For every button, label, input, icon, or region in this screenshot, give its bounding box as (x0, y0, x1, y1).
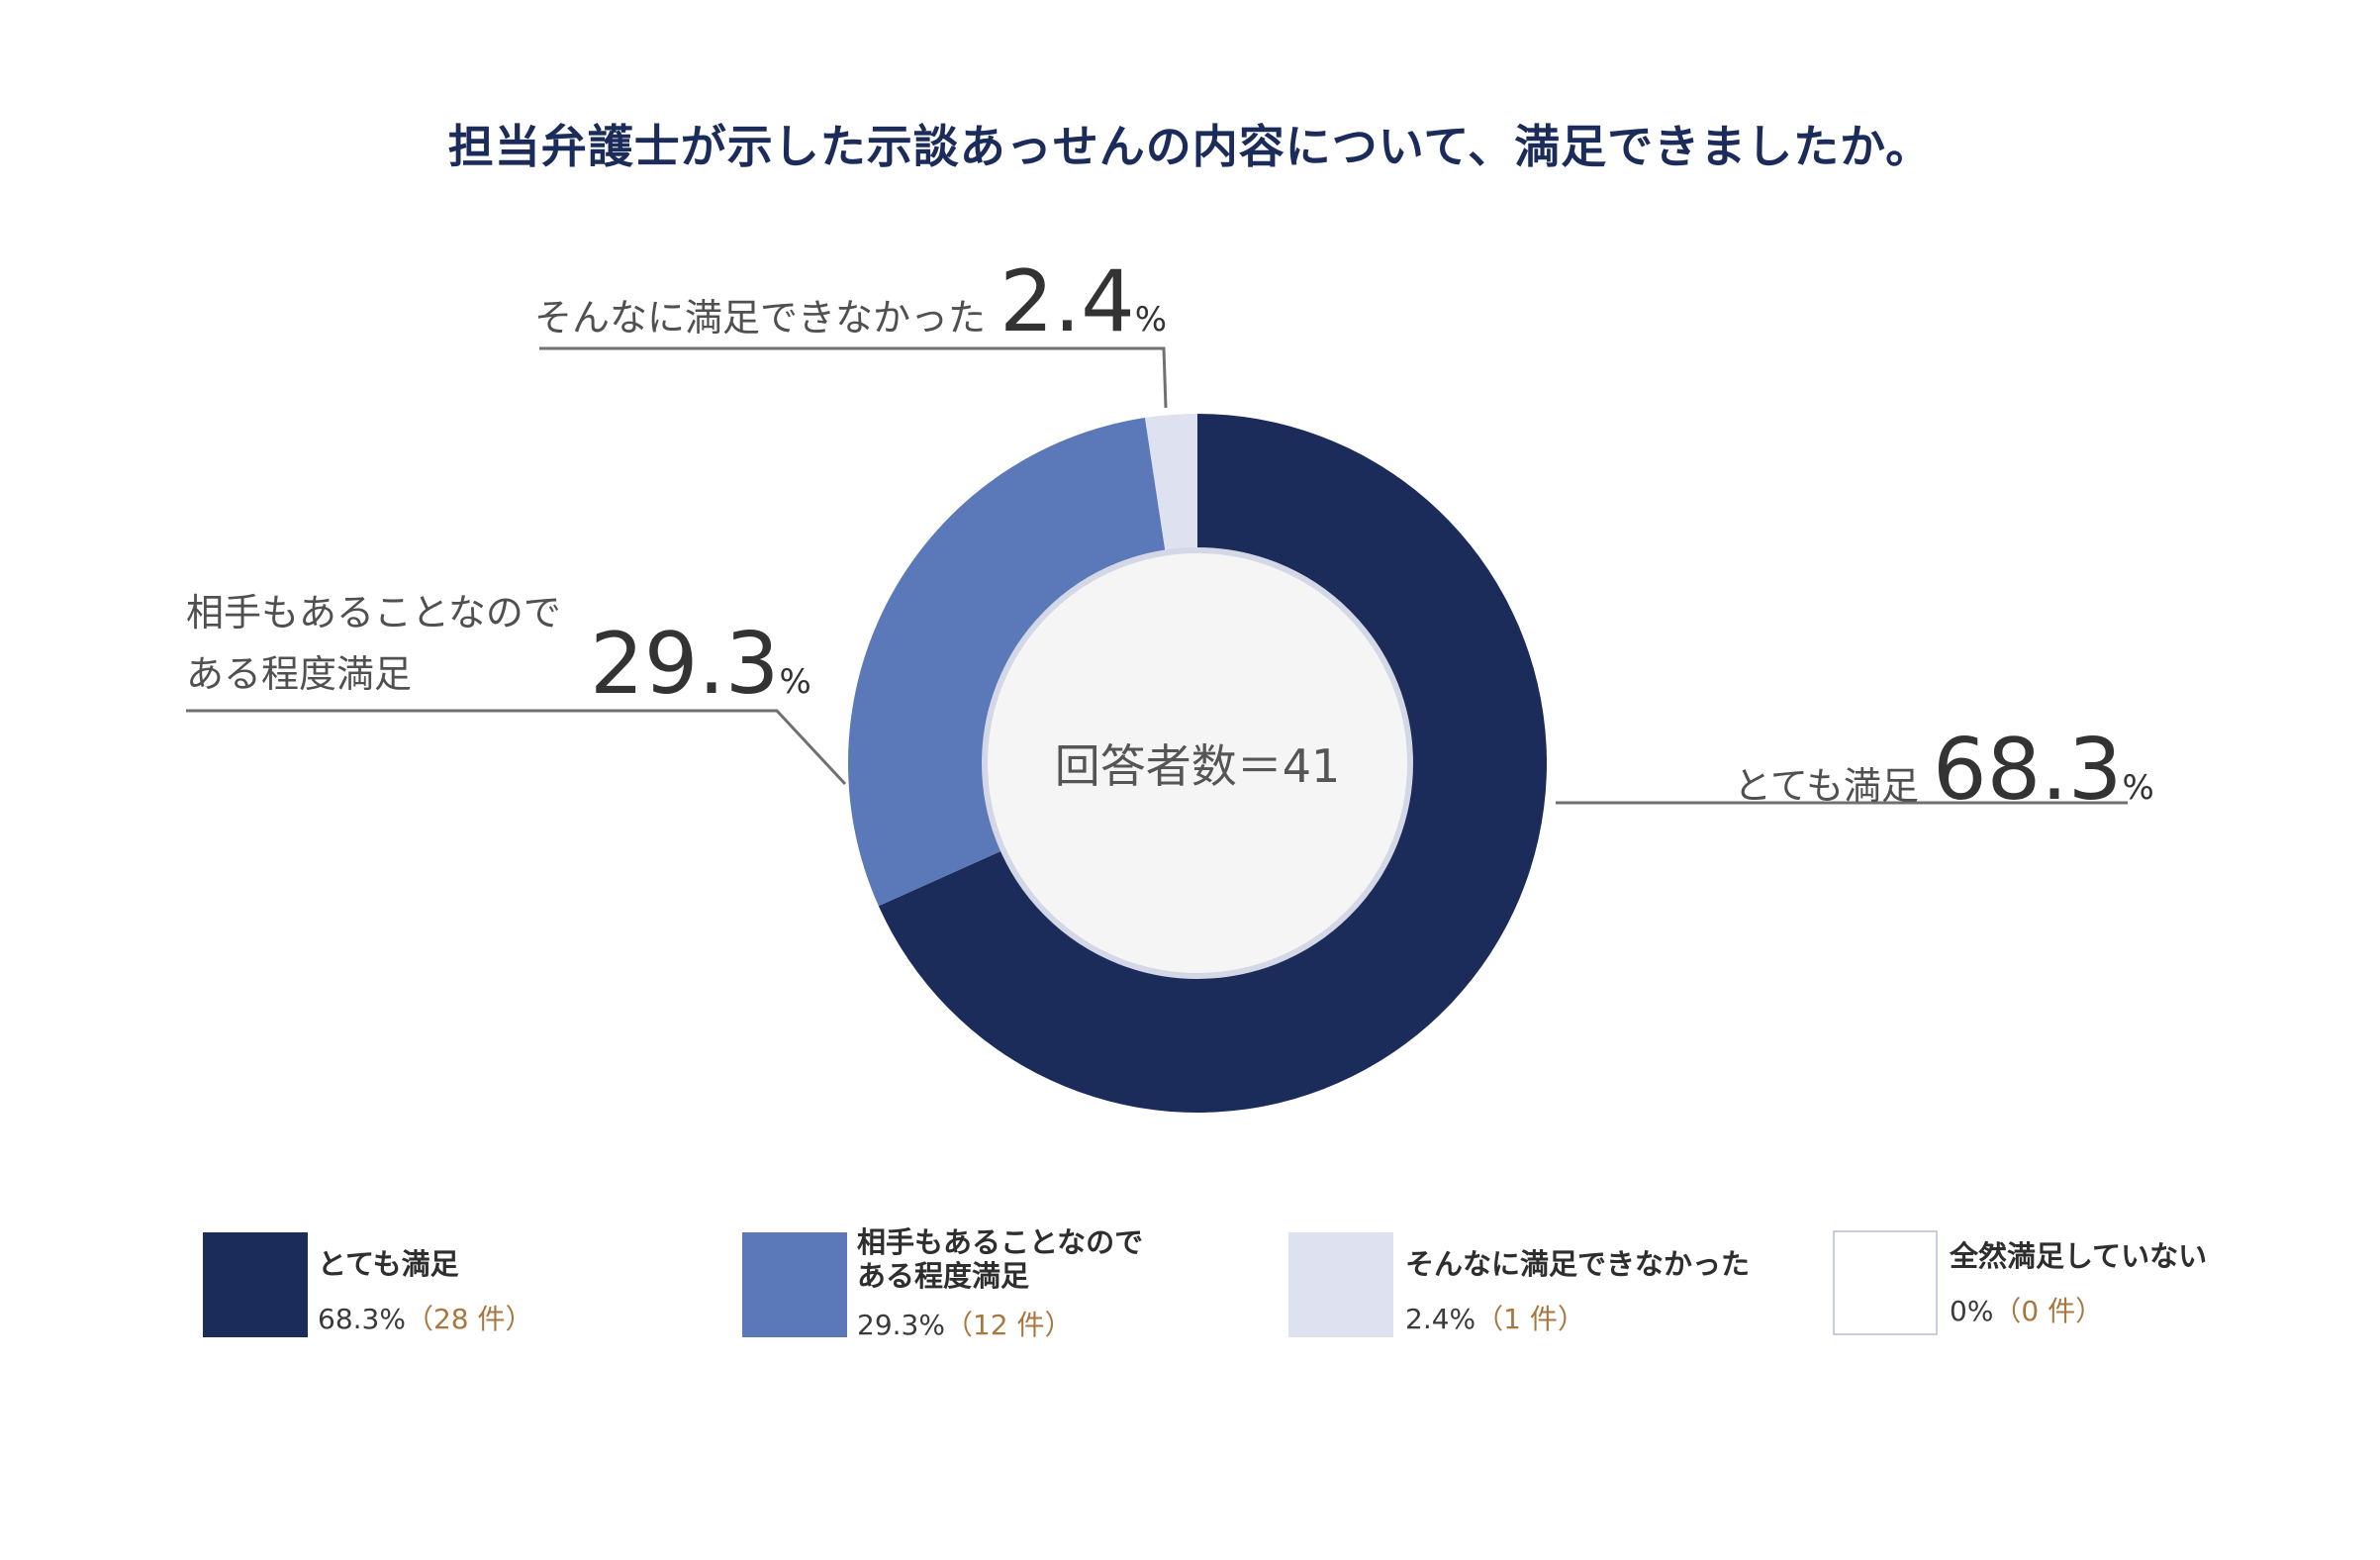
callout-somewhat-satisfied-value: 29.3% (590, 622, 811, 707)
callout-pct: 29.3 (590, 615, 780, 714)
callout-unit: % (1134, 300, 1168, 340)
leader-line-not-very-satisfied (539, 346, 1168, 409)
chart-title: 担当弁護士が示した示談あっせんの内容について、満足できましたか。 (447, 120, 1933, 173)
leader-line-somewhat-satisfied (186, 709, 847, 786)
legend-value: 68.3%（28 件） (318, 1298, 532, 1337)
legend-label: そんなに満足できなかった (1405, 1247, 1751, 1281)
legend-label: 相手もあることなので (857, 1225, 1144, 1259)
legend-value: 29.3%（12 件） (857, 1304, 1072, 1343)
legend-count: （28 件） (405, 1303, 533, 1335)
legend-swatch (1833, 1230, 1938, 1335)
legend-pct: 29.3% (857, 1309, 945, 1341)
callout-very-satisfied: とても満足 68.3% (1734, 728, 2154, 813)
callout-somewhat-satisfied-label: 相手もあることなので ある程度満足 (186, 582, 561, 705)
legend-count: （12 件） (944, 1309, 1073, 1341)
callout-pct: 2.4 (1000, 252, 1135, 351)
callout-unit: % (2122, 768, 2154, 808)
callout-label: そんなに満足できなかった (534, 296, 987, 340)
legend-swatch (742, 1232, 847, 1337)
legend-value: 2.4%（1 件） (1405, 1298, 1585, 1337)
callout-label-line2: ある程度満足 (186, 652, 413, 696)
legend-swatch (203, 1232, 308, 1337)
center-disc (982, 547, 1413, 979)
legend-pct: 0% (1950, 1295, 1994, 1327)
legend-pct: 2.4% (1405, 1303, 1476, 1335)
callout-pct: 68.3 (1932, 721, 2123, 820)
legend-pct: 68.3% (318, 1303, 406, 1335)
legend-count: （0 件） (1993, 1295, 2104, 1327)
legend-label: 全然満足していない (1950, 1239, 2208, 1273)
callout-label-line1: 相手もあることなので (186, 591, 561, 634)
respondent-count: 回答者数＝41 (1054, 739, 1341, 793)
callout-label: とても満足 (1734, 764, 1919, 808)
legend-label-line2: ある程度満足 (857, 1259, 1030, 1293)
legend-count: （1 件） (1476, 1303, 1585, 1335)
callout-unit: % (779, 662, 811, 702)
legend-value: 0%（0 件） (1950, 1290, 2103, 1329)
legend-swatch (1288, 1232, 1393, 1337)
legend-label: とても満足 (318, 1247, 459, 1281)
callout-not-very-satisfied: そんなに満足できなかった 2.4% (534, 259, 1167, 344)
